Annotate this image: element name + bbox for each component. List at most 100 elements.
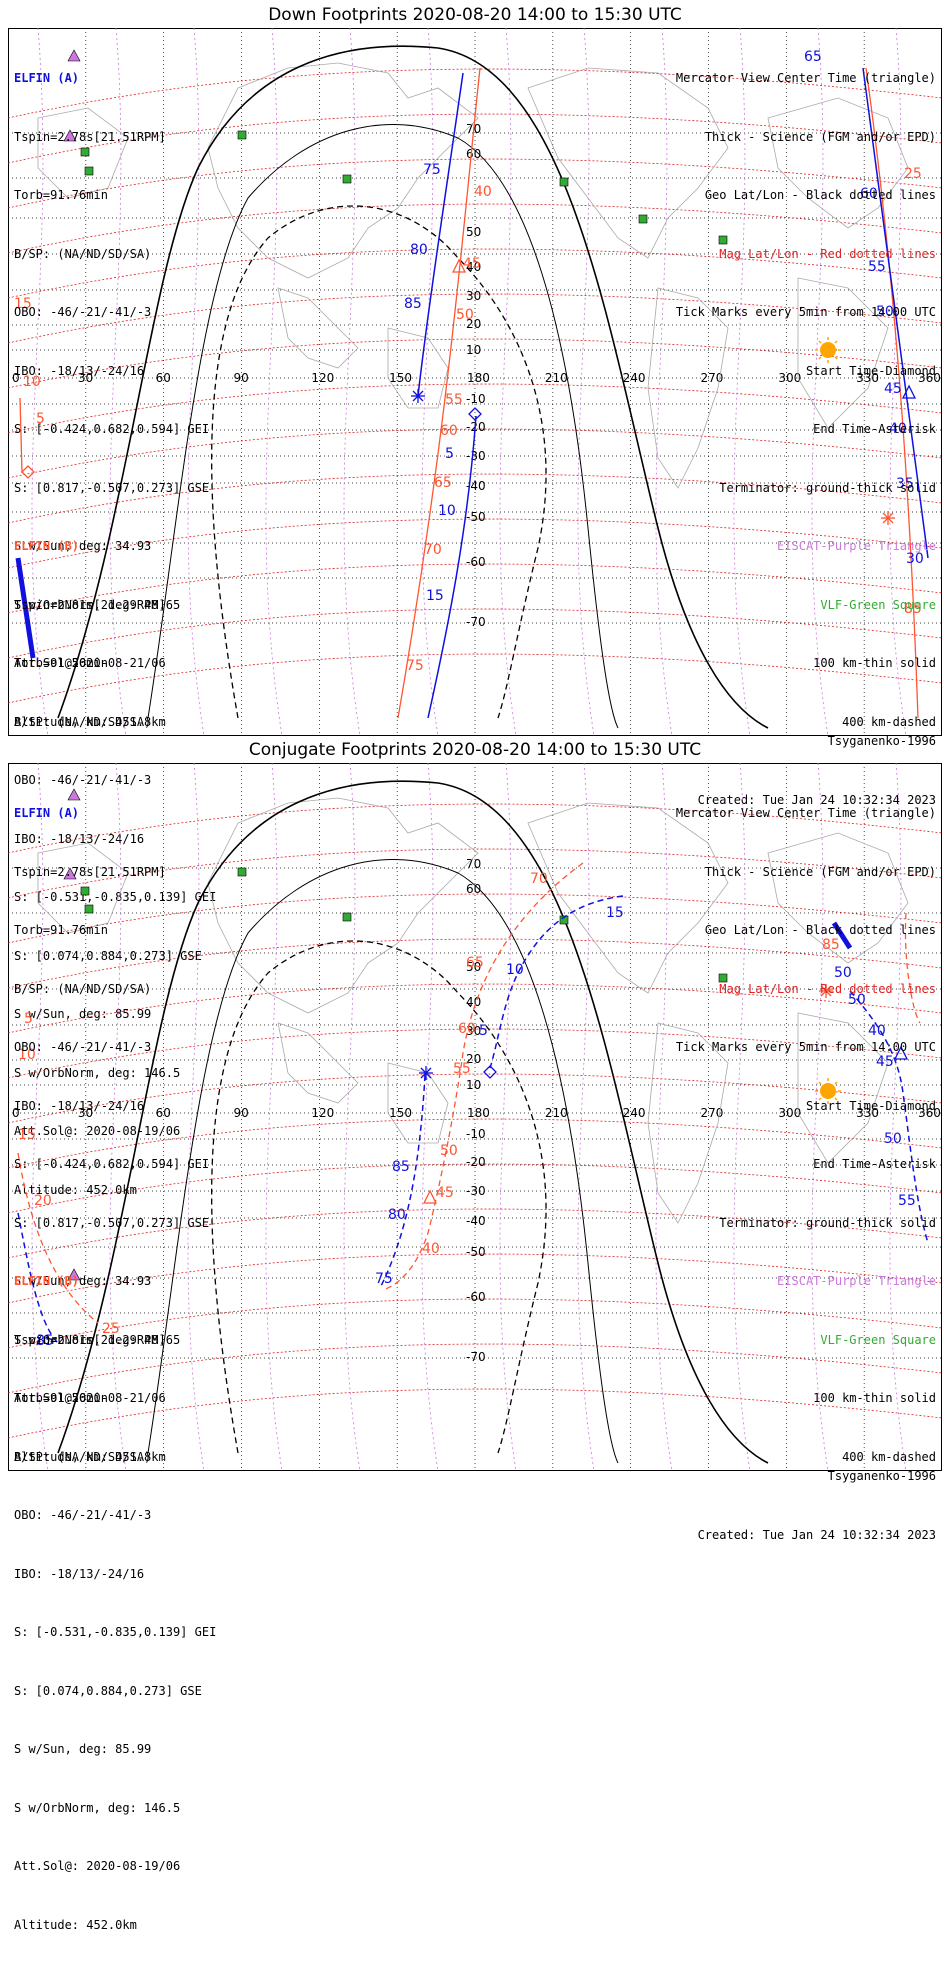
sat-a-line: Att.Sol@2020-08-21/06 [14, 1391, 166, 1405]
tick-label: 15 [426, 588, 444, 604]
mag-lat-line [8, 518, 942, 569]
mag-lat-line [8, 1388, 942, 1439]
coastline [37, 842, 129, 934]
lon-tick-label: 0 [12, 1106, 20, 1120]
mag-lat-line [8, 938, 942, 989]
lon-tick-label: 0 [12, 371, 20, 385]
sun-icon [815, 337, 841, 363]
legend-item: EISCAT-Purple Triangle [777, 539, 936, 553]
map-footer: Tsyganenko-1996 Created: Tue Jan 24 10:3… [698, 1428, 936, 1584]
elfin-a-info: ELFIN (A) Tspin=2.78s[21.51RPM] Torb=91.… [14, 30, 209, 771]
mag-lat-line [8, 428, 942, 479]
mag-lat-line [8, 563, 942, 614]
mag-lon-line [265, 28, 283, 736]
tick-label: 85 [404, 296, 422, 312]
tick-label: 65 [434, 475, 452, 491]
mag-lat-line [8, 608, 942, 659]
mag-lat-line [8, 248, 942, 299]
map-svg: 0 30 60 90 120 150 180 210 240 270 300 330 360706050… [8, 763, 942, 1471]
tick-label: 70 [424, 542, 442, 558]
eiscat-triangle [67, 1268, 81, 1281]
lon-tick-label: 150 [389, 371, 412, 385]
sat-a-name: ELFIN (A) [14, 806, 80, 820]
lat-tick-label: 30 [466, 1024, 481, 1038]
mag-lat-line [8, 338, 942, 389]
sat-b-line: B/SP: (NA/ND/SD/SA) [14, 714, 152, 729]
coastline [767, 97, 909, 229]
lon-tick-label: 210 [545, 371, 568, 385]
created-label: Created: Tue Jan 24 10:32:34 2023 [697, 1527, 936, 1542]
lat-tick-label: -30 [466, 1184, 486, 1198]
lon-tick-label: 270 [701, 1106, 724, 1120]
legend-item: Tick Marks every 5min from 14:00 UTC [675, 1040, 936, 1054]
lat-tick-label: 40 [466, 995, 481, 1009]
tick-label: 50 [876, 304, 894, 320]
mag-lon-line [343, 763, 361, 1471]
mag-lon-line [421, 28, 439, 736]
coastline [647, 1022, 729, 1224]
vlf-square [718, 973, 728, 983]
start-diamond [21, 465, 35, 479]
sat-a-line: B/SP: (NA/ND/SD/SA) [14, 246, 152, 261]
sat-a-line: IBO: -18/13/-24/16 [14, 1098, 145, 1113]
tick-label: 85 [392, 1159, 410, 1175]
lat-tick-label: -50 [466, 1245, 486, 1259]
mag-lon-line [187, 28, 205, 736]
sat-a-line: Tspin=2.78s[21.51RPM] [14, 129, 166, 144]
sat-b-name: ELFIN (B) [14, 539, 80, 553]
elfin-a-track [427, 415, 477, 719]
tick-label: 80 [388, 1207, 406, 1223]
end-asterisk [881, 511, 895, 525]
lon-tick-label: 360 [918, 371, 941, 385]
coastline [37, 107, 129, 199]
lat-tick-label: 20 [466, 1052, 481, 1066]
lat-tick-label: -40 [466, 479, 486, 493]
sat-b-line: S: [0.074,0.884,0.273] GSE [14, 948, 202, 963]
start-diamond [483, 1065, 497, 1079]
tick-label: 10 [18, 1047, 36, 1063]
sat-b-line: S w/Sun, deg: 85.99 [14, 1742, 152, 1756]
lat-tick-label: -60 [466, 555, 486, 569]
mag-lon-line [31, 763, 49, 1471]
mag-lat-line [8, 158, 942, 209]
coastline [527, 802, 729, 994]
mag-lon-line [265, 763, 283, 1471]
sun-icon [815, 1078, 841, 1104]
vlf-square [237, 867, 247, 877]
model-label: Tsyganenko-1996 [827, 1469, 936, 1483]
panel-title-conjugate: Conjugate Footprints 2020-08-20 14:00 to… [248, 740, 702, 760]
tick-label: 85 [904, 601, 922, 617]
map-legend: Mercator View Center Time (triangle) Thi… [676, 765, 936, 1506]
legend-item: End Time-Asterisk [813, 1157, 936, 1171]
sat-b-line: Tspin=2.81s[21.29RPM] [14, 597, 166, 612]
tick-label: 75 [406, 658, 424, 674]
map-svg: 0 30 60 90 120 150 180 210 240 270 300 330 360706050… [8, 28, 942, 736]
mag-lon-line [577, 763, 595, 1471]
lon-tick-label: 90 [234, 371, 249, 385]
sat-a-line: S: [0.817,-0.507,0.273] GSE [14, 1215, 210, 1230]
map-footer: Tsyganenko-1996 Created: Tue Jan 24 10:3… [698, 693, 936, 849]
elfin-a-science [831, 921, 853, 950]
tick-label: 60 [860, 186, 878, 202]
lon-tick-label: 270 [701, 371, 724, 385]
lon-tick-label: 60 [156, 371, 171, 385]
sat-a-line: B/SP: (NA/ND/SD/SA) [14, 981, 152, 996]
center-time-triangle [893, 1045, 909, 1060]
coastline [207, 797, 479, 1014]
terminator-400km [211, 940, 547, 1454]
tick-label: 60 [458, 1021, 476, 1037]
mag-lat-line [8, 1073, 942, 1124]
lon-tick-label: 120 [311, 371, 334, 385]
tick-label: 30 [906, 551, 924, 567]
mag-lat-line [8, 803, 942, 854]
legend-item: Terminator: ground-thick solid [719, 480, 936, 495]
lon-tick-label: 30 [78, 371, 93, 385]
lat-tick-label: -10 [466, 392, 486, 406]
sat-a-line: S w/Sun, deg: 34.93 [14, 539, 152, 553]
tick-label: 40 [868, 1023, 886, 1039]
vlf-square [80, 147, 90, 157]
sat-b-line: IBO: -18/13/-24/16 [14, 1566, 145, 1581]
lat-tick-label: 60 [466, 147, 481, 161]
elfin-b-track [19, 397, 23, 474]
lon-tick-label: 330 [856, 1106, 879, 1120]
